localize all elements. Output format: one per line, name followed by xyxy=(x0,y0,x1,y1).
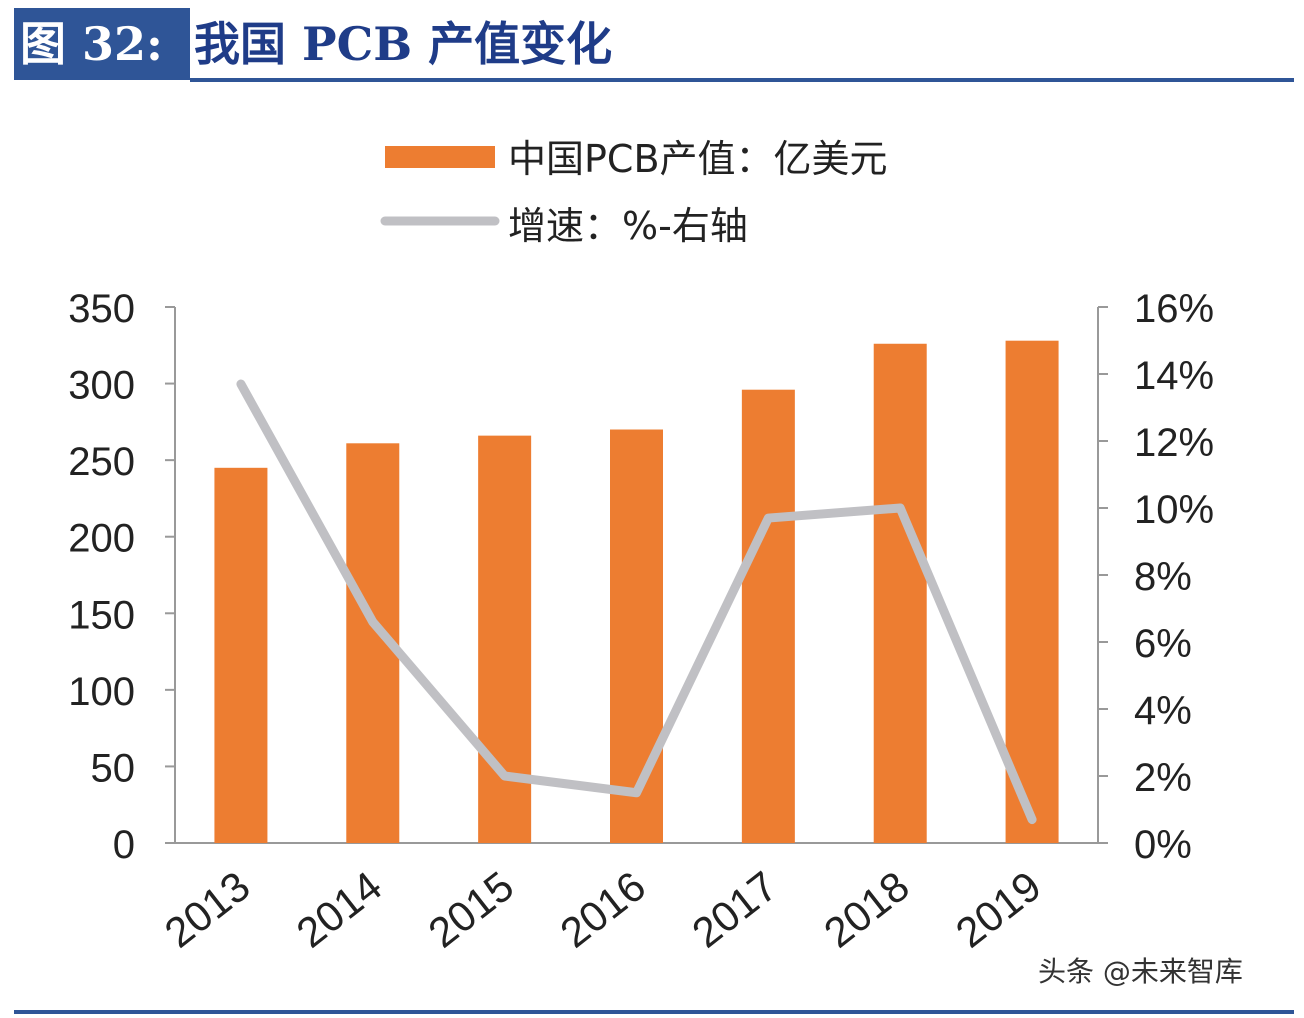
watermark-text: 头条 @未来智库 xyxy=(1038,955,1243,988)
growth-point-2018 xyxy=(899,507,902,509)
right-tick-label: 16% xyxy=(1134,287,1214,331)
bar-2016 xyxy=(610,429,663,843)
right-tick-label: 14% xyxy=(1134,354,1214,398)
x-tick-label: 2014 xyxy=(288,862,391,957)
bar-2017 xyxy=(741,389,795,843)
right-tick-label: 4% xyxy=(1134,689,1192,733)
legend-label-line: 增速：%-右轴 xyxy=(508,204,748,248)
x-tick-label: 2019 xyxy=(947,862,1050,957)
left-tick-label: 350 xyxy=(68,287,135,331)
growth-point-2017 xyxy=(767,517,770,520)
bar-2019 xyxy=(1005,340,1059,843)
left-tick-label: 50 xyxy=(91,746,136,790)
left-tick-label: 150 xyxy=(68,593,135,637)
right-tick-label: 6% xyxy=(1134,622,1192,666)
bar-2013 xyxy=(214,467,268,843)
left-tick-label: 100 xyxy=(68,670,135,714)
x-tick-label: 2015 xyxy=(420,862,523,957)
figure-title: 我国 PCB 产值变化 xyxy=(194,17,613,71)
x-tick-label: 2013 xyxy=(156,862,259,957)
growth-point-2014 xyxy=(371,620,374,623)
figure-label: 图 32: xyxy=(14,8,190,80)
header-divider xyxy=(190,78,1294,82)
growth-line xyxy=(236,379,1037,825)
left-tick-label: 300 xyxy=(68,364,135,408)
left-tick-label: 200 xyxy=(68,517,135,561)
right-tick-label: 0% xyxy=(1134,823,1192,867)
bars xyxy=(214,340,1059,843)
growth-point-2019 xyxy=(1031,818,1034,821)
legend: 中国PCB产值：亿美元 增速：%-右轴 xyxy=(380,137,888,248)
right-tick-label: 10% xyxy=(1134,488,1214,532)
x-tick-label: 2016 xyxy=(551,862,654,957)
growth-point-2016 xyxy=(635,791,638,794)
growth-point-2015 xyxy=(503,775,506,777)
right-tick-label: 12% xyxy=(1134,421,1214,465)
x-tick-label: 2017 xyxy=(683,862,786,957)
figure-header: 图 32: 我国 PCB 产值变化 xyxy=(14,8,1294,83)
x-tick-label: 2018 xyxy=(815,862,918,957)
left-tick-label: 250 xyxy=(68,440,135,484)
legend-swatch-bar xyxy=(385,146,495,168)
footer-divider xyxy=(14,1010,1294,1014)
growth-point-2013 xyxy=(239,383,242,386)
right-tick-label: 8% xyxy=(1134,555,1192,599)
bar-2018 xyxy=(873,343,927,843)
left-tick-label: 0 xyxy=(113,823,135,867)
right-tick-label: 2% xyxy=(1134,756,1192,800)
legend-label-bar: 中国PCB产值：亿美元 xyxy=(508,137,888,181)
